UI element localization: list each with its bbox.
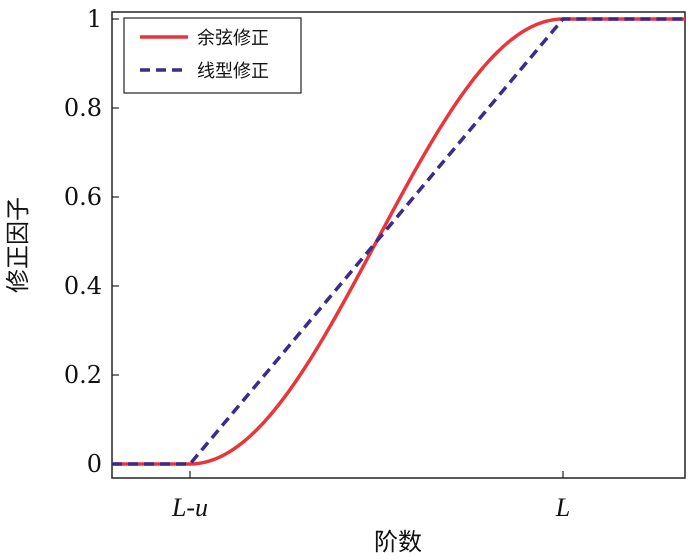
y-axis-title: 修正因子 (4, 197, 32, 293)
plot-frame (111, 11, 686, 479)
y-tick-label: 0.2 (64, 361, 102, 389)
y-axis: 0 0.2 0.4 0.6 0.8 1 (64, 5, 119, 478)
x-axis: L-u L (171, 471, 570, 522)
series-line-linear (112, 17, 685, 466)
legend: 余弦修正 线型修正 (123, 17, 302, 94)
legend-label-linear: 线型修正 (197, 61, 269, 82)
x-tick-label: L-u (171, 493, 208, 522)
x-tick-label: L (555, 493, 570, 522)
y-tick-label: 0 (87, 450, 102, 478)
series-layer (112, 17, 685, 466)
y-tick-label: 0.8 (64, 94, 102, 122)
y-tick-label: 1 (87, 5, 102, 33)
y-tick-label: 0.6 (64, 183, 102, 211)
y-tick-label: 0.4 (64, 272, 102, 300)
legend-box (123, 17, 302, 94)
x-axis-title: 阶数 (374, 528, 422, 556)
legend-label-cosine: 余弦修正 (197, 28, 269, 49)
